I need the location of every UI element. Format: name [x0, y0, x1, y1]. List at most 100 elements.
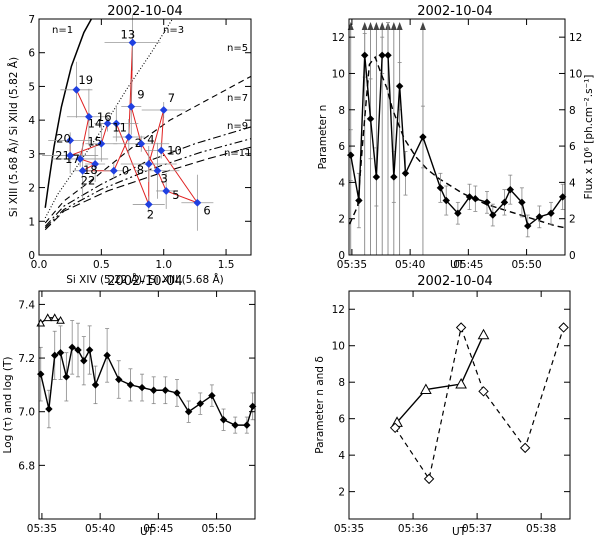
parameter-n-point — [506, 185, 514, 194]
data-point-0 — [109, 166, 118, 175]
y2-tick-label: 4 — [569, 177, 576, 189]
log-tau-point — [126, 381, 135, 389]
x-tick-label: 1.0 — [155, 259, 172, 271]
point-label: 11 — [112, 121, 127, 135]
x-tick-label: 05:40 — [85, 523, 115, 535]
log-tau-point — [62, 373, 71, 381]
flux-curve — [348, 55, 566, 229]
parameter-n-point — [423, 473, 435, 485]
point-label: 8 — [137, 163, 144, 177]
panel-parameter-delta: 2002-10-04 05:35 05:36 05:37 05:3824681012 … — [314, 274, 571, 538]
panel-a-xlabel: Si XIV (5.22 Å)/ Si XIII (5.68 Å) — [66, 273, 224, 286]
parameter-n-point — [489, 211, 497, 219]
parameter-n-point — [483, 198, 491, 207]
x-tick-label: 05:35 — [337, 259, 367, 271]
trajectory-segment — [69, 143, 102, 157]
trajectory-segment — [100, 123, 109, 144]
model-curve-n=9 — [44, 138, 251, 229]
y-tick-label: 2 — [338, 214, 345, 226]
panel-c-xlabel: UT — [140, 526, 155, 538]
parameter-n-point — [419, 133, 427, 141]
x-tick-label: 05:36 — [398, 523, 429, 535]
x-tick-label: 05:35 — [27, 523, 57, 535]
y-tick-label: 0 — [338, 250, 345, 262]
trajectory-segment — [166, 190, 198, 204]
event-arrowhead — [361, 22, 368, 30]
parameter-n-point — [442, 196, 450, 205]
panel-d-title: 2002-10-04 — [417, 274, 493, 289]
point-label: 10 — [167, 143, 182, 157]
parameter-n-point — [436, 184, 445, 192]
data-point-16 — [84, 112, 93, 121]
parameter-n-point — [378, 51, 386, 60]
point-label: 7 — [168, 91, 175, 105]
point-label: 14 — [88, 117, 103, 131]
data-point-11 — [112, 119, 121, 128]
trajectory-segment — [140, 143, 158, 171]
log-tau-point — [85, 346, 94, 354]
log-tau-point — [115, 375, 123, 384]
panel-d-frame — [348, 290, 571, 520]
model-curve-n=5 — [44, 75, 251, 224]
parameter-n-point — [454, 209, 462, 217]
log-tau-point — [91, 381, 100, 389]
parameter-n-point — [390, 173, 398, 181]
trajectory-segment — [113, 136, 130, 171]
curve-label-n3: n=3 — [163, 25, 184, 36]
log-tau-line — [40, 346, 254, 426]
parameter-n-point — [500, 198, 509, 207]
parameter-n-point — [478, 386, 489, 397]
event-arrowhead — [390, 22, 397, 30]
parameter-n-point — [401, 169, 410, 178]
y-tick-label: 5 — [28, 81, 35, 93]
log-tau-point — [138, 383, 146, 392]
event-arrowhead — [419, 22, 426, 30]
y2-tick-label: 12 — [569, 32, 582, 44]
parameter-n-point — [366, 115, 375, 123]
delta-point — [420, 383, 432, 394]
panel-b-xlabel: UT — [450, 259, 465, 271]
y2-tick-label: 10 — [569, 68, 582, 80]
y-tick-label: 0 — [28, 250, 35, 262]
x-tick-label: 05:35 — [334, 523, 364, 535]
trajectory-segment — [130, 106, 142, 144]
trajectory-segment — [157, 170, 167, 192]
trajectory-segment — [79, 116, 90, 160]
data-point-6 — [193, 198, 202, 207]
data-point-15 — [97, 139, 106, 148]
log-tau-point — [103, 351, 111, 360]
log-tau-point — [74, 346, 82, 354]
x-tick-label: 05:50 — [511, 259, 541, 271]
log-tau-point — [243, 421, 251, 429]
model-curve-n=1 — [44, 19, 93, 208]
log-tau-point — [68, 343, 76, 352]
log-temperature-point — [50, 313, 60, 322]
parameter-n-point — [518, 198, 526, 207]
point-label: 9 — [137, 88, 144, 102]
parameter-n-point — [535, 213, 544, 221]
trajectory-segment — [75, 89, 90, 117]
y-tick-label: 1 — [28, 216, 35, 228]
panel-b-y2label: Flux x 10⁶ [ph.cm⁻².s⁻¹] — [583, 75, 595, 200]
parameter-n-point — [471, 195, 480, 203]
x-tick-label: 05:37 — [462, 523, 492, 535]
event-arrowhead — [367, 22, 374, 30]
log-tau-point — [173, 389, 181, 397]
log-tau-point — [161, 386, 170, 394]
data-point-22 — [78, 166, 87, 175]
y-tick-label: 4 — [28, 115, 35, 127]
y-tick-label: 4 — [338, 177, 345, 189]
curve-label-n1: n=1 — [52, 25, 73, 36]
parameter-n-point — [372, 173, 381, 181]
data-point-4 — [137, 139, 146, 148]
log-tau-point — [208, 391, 216, 400]
panel-c-ylabel: Log (τ) and log (T) — [2, 357, 14, 454]
parameter-n-point — [524, 222, 532, 230]
panel-c-frame — [38, 290, 256, 520]
parameter-n-point — [558, 322, 569, 333]
y2-tick-label: 2 — [569, 214, 576, 226]
y-tick-label: 6 — [338, 414, 345, 426]
panel-ratio-diagram: 2002-10-04 02345678910111314151617181920… — [7, 4, 252, 286]
x-tick-label: 05:40 — [395, 259, 425, 271]
data-point-13 — [128, 38, 137, 47]
